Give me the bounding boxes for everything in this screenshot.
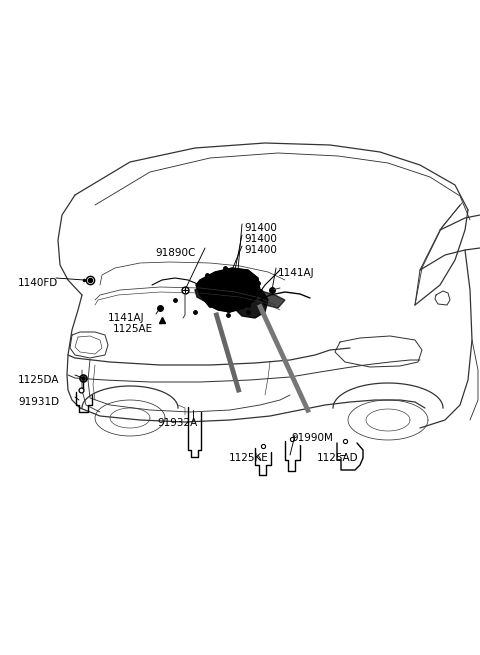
Polygon shape xyxy=(258,290,285,308)
Text: 1141AJ: 1141AJ xyxy=(278,268,314,278)
Text: 91400: 91400 xyxy=(244,223,277,233)
Text: 91400: 91400 xyxy=(244,245,277,255)
Text: 91400: 91400 xyxy=(244,234,277,244)
Text: 1125DA: 1125DA xyxy=(18,375,60,385)
Polygon shape xyxy=(234,288,268,318)
Text: 1125AE: 1125AE xyxy=(113,324,153,334)
Text: 1125AD: 1125AD xyxy=(317,453,359,463)
Text: 91990M: 91990M xyxy=(291,433,333,443)
Text: 91890C: 91890C xyxy=(155,248,195,258)
Text: 91932A: 91932A xyxy=(157,418,197,428)
Polygon shape xyxy=(195,283,220,302)
Polygon shape xyxy=(196,268,260,312)
Text: 1140FD: 1140FD xyxy=(18,278,58,288)
Text: 1125KE: 1125KE xyxy=(229,453,269,463)
Text: 91931D: 91931D xyxy=(18,397,59,407)
Text: 1141AJ: 1141AJ xyxy=(108,313,144,323)
